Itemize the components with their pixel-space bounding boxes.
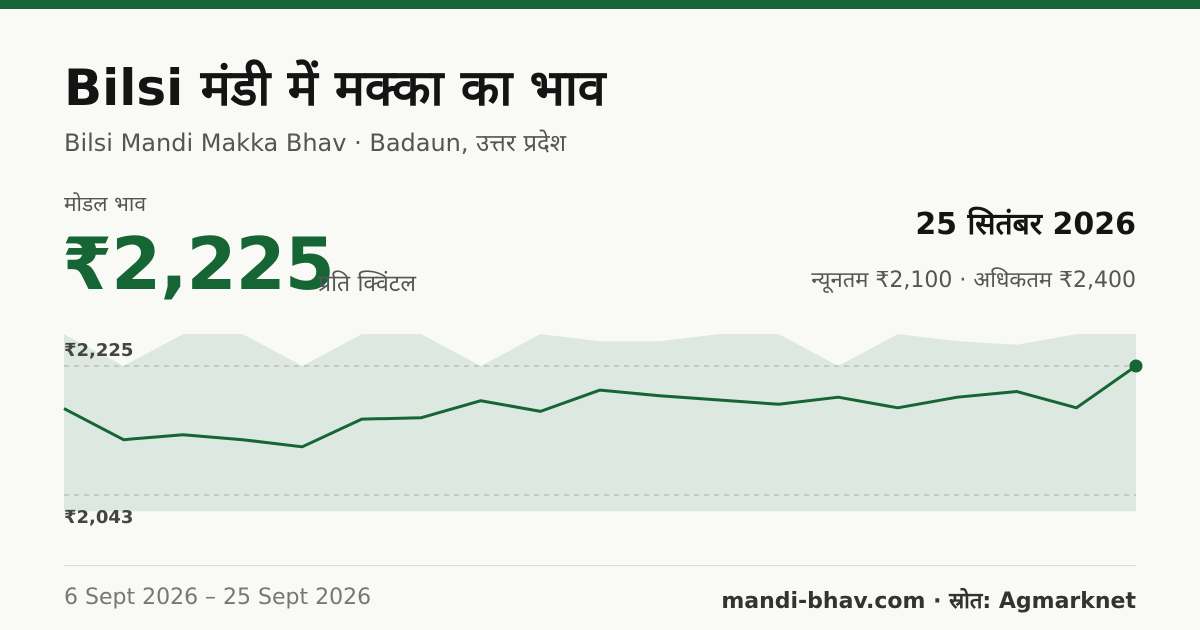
page-subtitle: Bilsi Mandi Makka Bhav · Badaun, उत्तर प… <box>64 129 567 157</box>
price-unit: प्रति क्विंटल <box>318 271 416 297</box>
reference-label-low: ₹2,043 <box>64 507 133 528</box>
latest-price-point <box>1129 359 1143 373</box>
footer-divider <box>64 565 1136 566</box>
top-accent-bar <box>0 0 1200 9</box>
modal-price-line <box>63 364 1137 449</box>
reference-label-high: ₹2,225 <box>64 340 133 361</box>
min-max-band <box>64 334 1136 512</box>
modal-price-label: मोडल भाव <box>64 192 147 216</box>
page-title: Bilsi मंडी में मक्का का भाव <box>64 59 606 117</box>
source-credit: mandi-bhav.com · स्रोत: Agmarknet <box>721 589 1136 614</box>
date-period: 6 Sept 2026 – 25 Sept 2026 <box>64 585 372 610</box>
min-max-range: न्यूनतम ₹2,100 · अधिकतम ₹2,400 <box>811 268 1136 293</box>
modal-price-value: ₹2,225 <box>62 222 335 306</box>
price-date: 25 सितंबर 2026 <box>915 207 1136 242</box>
